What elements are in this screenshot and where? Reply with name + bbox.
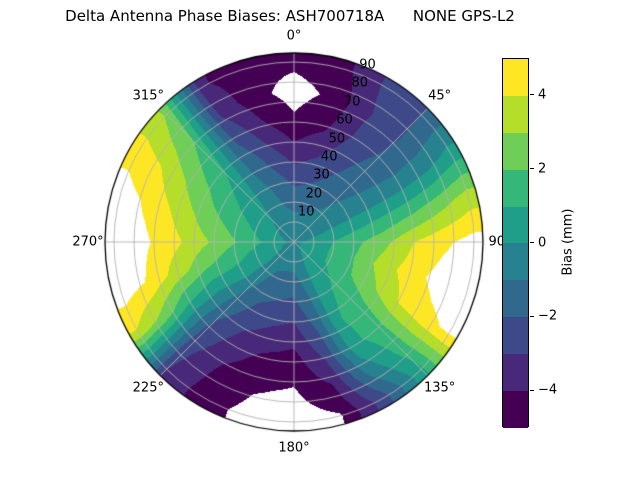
chart-title: Delta Antenna Phase Biases: ASH700718A N… xyxy=(65,7,515,25)
colorbar-tick-label: −2 xyxy=(538,308,558,324)
radial-tick-label: 90 xyxy=(359,57,376,73)
colorbar-tick-mark xyxy=(530,94,534,96)
colorbar-tick-label: −4 xyxy=(538,382,558,398)
colorbar xyxy=(502,58,529,428)
radial-tick-label: 10 xyxy=(297,204,315,220)
radial-tick-label: 50 xyxy=(328,131,346,147)
colorbar-tick-label: 4 xyxy=(538,87,547,103)
azimuth-tick-label: 135° xyxy=(423,380,456,396)
radial-tick-label: 30 xyxy=(313,167,330,183)
colorbar-axis-label: Bias (mm) xyxy=(560,208,576,276)
colorbar-tick-mark xyxy=(530,241,534,244)
colorbar-band xyxy=(503,317,528,355)
colorbar-band xyxy=(503,391,528,428)
radial-tick-label: 40 xyxy=(320,149,338,165)
radial-tick-label: 20 xyxy=(305,186,323,202)
colorbar-band xyxy=(503,206,528,244)
azimuth-tick-label: 180° xyxy=(278,440,310,456)
colorbar-band xyxy=(503,169,528,207)
azimuth-tick-label: 270° xyxy=(72,234,104,250)
colorbar-band xyxy=(503,132,528,170)
azimuth-tick-label: 0° xyxy=(286,28,302,44)
colorbar-tick-mark xyxy=(530,389,534,391)
radial-tick-label: 60 xyxy=(336,112,353,128)
azimuth-tick-label: 315° xyxy=(132,88,164,104)
azimuth-tick-label: 225° xyxy=(132,380,164,396)
colorbar-tick-mark xyxy=(530,168,534,170)
colorbar-band xyxy=(503,95,528,133)
radial-tick-label: 80 xyxy=(351,75,369,91)
colorbar-band xyxy=(503,280,528,318)
azimuth-tick-label: 45° xyxy=(428,88,452,104)
colorbar-tick-label: 0 xyxy=(538,235,547,250)
colorbar-tick-label: 2 xyxy=(538,161,547,177)
colorbar-band xyxy=(503,243,528,281)
colorbar-band xyxy=(503,59,528,96)
radial-tick-label: 70 xyxy=(343,94,361,110)
colorbar-band xyxy=(503,354,528,392)
colorbar-tick-mark xyxy=(530,315,534,317)
